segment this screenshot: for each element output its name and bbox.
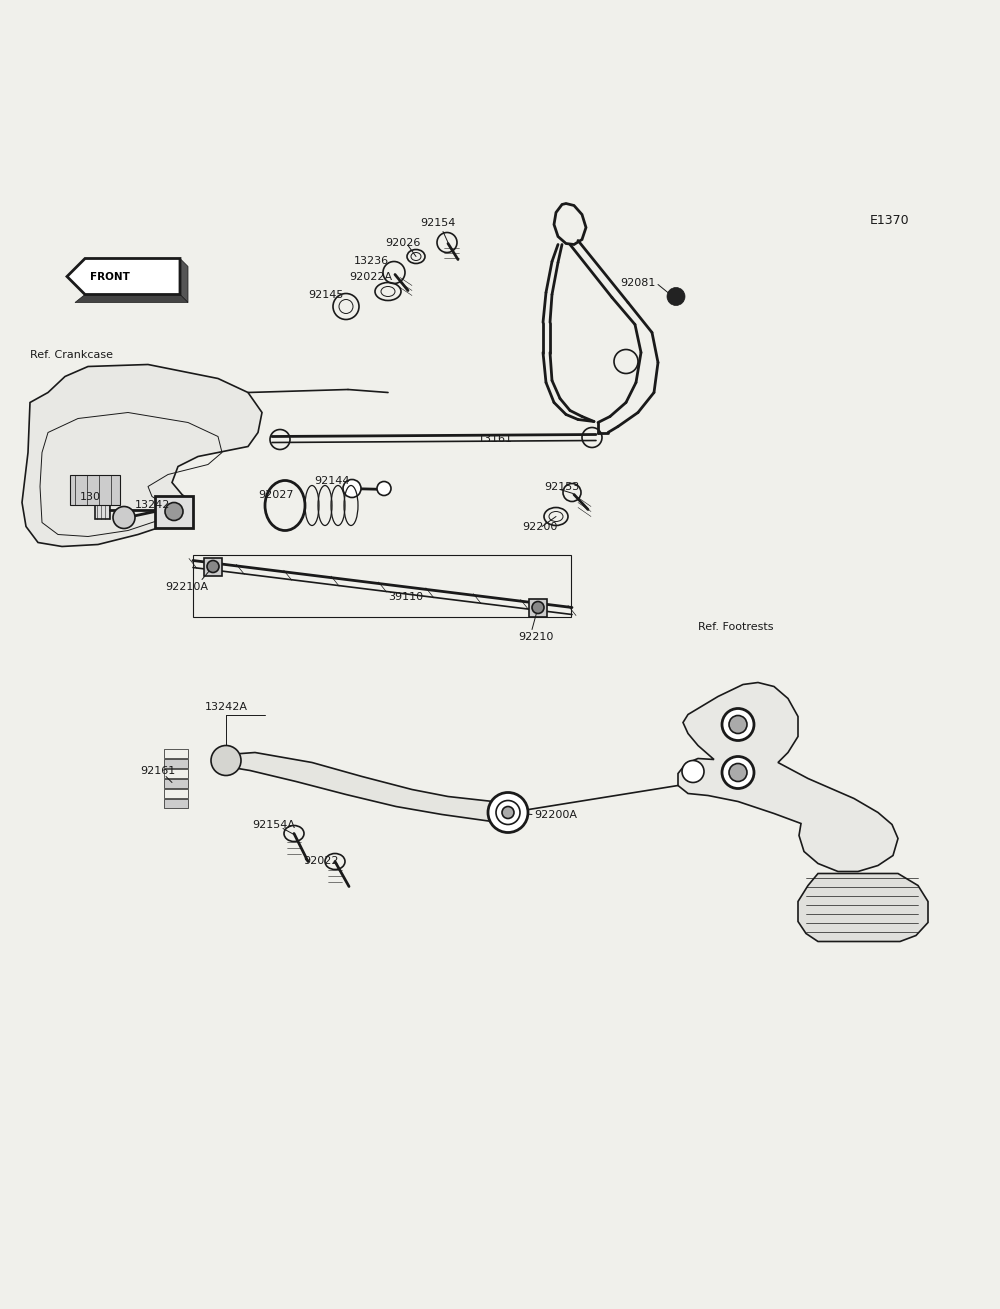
Circle shape xyxy=(496,801,520,825)
Text: 92144: 92144 xyxy=(314,476,350,487)
Text: 13236: 13236 xyxy=(354,257,389,267)
Text: 92081: 92081 xyxy=(621,278,656,288)
Text: 92154A: 92154A xyxy=(252,819,295,830)
Text: 39110: 39110 xyxy=(388,592,423,602)
Text: 92210: 92210 xyxy=(518,632,553,643)
Text: 92027: 92027 xyxy=(258,490,294,500)
Bar xyxy=(155,496,193,528)
Polygon shape xyxy=(67,258,180,295)
Text: 92022: 92022 xyxy=(303,856,338,865)
Bar xyxy=(529,598,547,617)
Circle shape xyxy=(667,288,685,305)
Circle shape xyxy=(207,560,219,572)
Polygon shape xyxy=(180,258,188,302)
Text: 92154: 92154 xyxy=(420,217,455,228)
Text: 13242: 13242 xyxy=(135,500,170,509)
Bar xyxy=(164,749,188,758)
Text: 92210A: 92210A xyxy=(165,581,208,592)
Text: 92161: 92161 xyxy=(140,767,175,776)
Bar xyxy=(164,779,188,788)
Circle shape xyxy=(502,806,514,818)
Circle shape xyxy=(532,602,544,614)
Bar xyxy=(164,768,188,778)
Text: 13161: 13161 xyxy=(478,435,513,445)
Circle shape xyxy=(377,482,391,496)
Polygon shape xyxy=(798,873,928,941)
Text: 92200A: 92200A xyxy=(534,809,577,819)
Text: Ref. Footrests: Ref. Footrests xyxy=(698,622,774,631)
Text: 92026: 92026 xyxy=(385,237,420,247)
Polygon shape xyxy=(75,295,188,302)
Circle shape xyxy=(729,716,747,733)
Bar xyxy=(204,558,222,576)
Bar xyxy=(70,474,120,504)
Text: E1370: E1370 xyxy=(870,213,910,226)
Text: Ref. Crankcase: Ref. Crankcase xyxy=(30,350,113,360)
Polygon shape xyxy=(678,682,898,872)
Polygon shape xyxy=(22,364,262,546)
Text: 92200: 92200 xyxy=(522,521,557,531)
Circle shape xyxy=(722,708,754,741)
Circle shape xyxy=(488,792,528,833)
Circle shape xyxy=(682,761,704,783)
Bar xyxy=(164,788,188,797)
Bar xyxy=(95,500,110,518)
Circle shape xyxy=(211,746,241,775)
Circle shape xyxy=(113,507,135,529)
Circle shape xyxy=(343,479,361,497)
Text: 130: 130 xyxy=(80,491,101,501)
Bar xyxy=(164,798,188,808)
Text: 92022A: 92022A xyxy=(349,271,392,281)
Bar xyxy=(164,758,188,767)
Bar xyxy=(193,555,571,617)
Text: FRONT: FRONT xyxy=(90,271,130,281)
Text: 13242A: 13242A xyxy=(205,702,248,712)
Text: 92153: 92153 xyxy=(544,483,579,492)
Circle shape xyxy=(722,757,754,788)
Text: 92145: 92145 xyxy=(308,289,343,300)
Circle shape xyxy=(729,763,747,781)
Polygon shape xyxy=(218,753,512,822)
Circle shape xyxy=(165,503,183,521)
